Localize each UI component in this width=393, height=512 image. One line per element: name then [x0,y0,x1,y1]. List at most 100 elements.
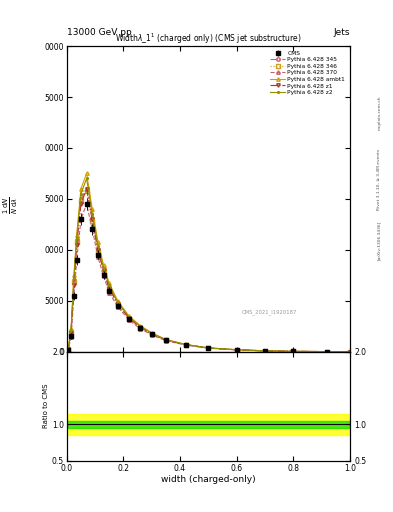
Pythia 6.428 z2 [263,348,267,354]
Pythia 6.428 345 [234,347,239,353]
Pythia 6.428 346 [72,280,76,286]
Pythia 6.428 z1 [206,345,211,351]
Pythia 6.428 z1 [107,285,112,291]
Pythia 6.428 370 [163,337,168,344]
Pythia 6.428 345 [291,348,296,354]
Pythia 6.428 z2 [347,349,352,355]
Pythia 6.428 ambt1 [127,313,131,319]
Pythia 6.428 ambt1 [84,170,89,177]
Pythia 6.428 ambt1 [107,281,112,287]
Pythia 6.428 370 [72,292,76,298]
Pythia 6.428 ambt1 [95,239,100,245]
Pythia 6.428 z2 [107,283,112,289]
Line: Pythia 6.428 346: Pythia 6.428 346 [65,189,351,353]
Pythia 6.428 z1 [101,267,106,273]
Pythia 6.428 345 [84,186,89,192]
Pythia 6.428 z1 [74,242,79,248]
Pythia 6.428 346 [69,329,73,335]
Pythia 6.428 z1 [291,348,296,354]
Pythia 6.428 ambt1 [206,345,211,351]
Text: [arXiv:1306.3436]: [arXiv:1306.3436] [377,221,381,260]
Pythia 6.428 ambt1 [90,206,95,212]
Pythia 6.428 370 [263,348,267,354]
Pythia 6.428 345 [107,285,112,291]
Pythia 6.428 z1 [183,342,188,348]
Pythia 6.428 345 [149,331,154,337]
Pythia 6.428 370 [183,342,188,348]
Pythia 6.428 ambt1 [72,272,76,279]
Pythia 6.428 z1 [163,337,168,343]
Pythia 6.428 z1 [69,330,73,336]
Pythia 6.428 z2 [116,299,120,305]
Pythia 6.428 z1 [116,301,120,307]
Pythia 6.428 345 [206,345,211,351]
Pythia 6.428 346 [90,218,95,224]
Text: $\frac{1}{N}\frac{\mathrm{d}N}{\mathrm{d}\lambda}$: $\frac{1}{N}\frac{\mathrm{d}N}{\mathrm{d… [2,196,20,214]
Pythia 6.428 345 [263,348,267,354]
Pythia 6.428 z2 [95,243,100,249]
Pythia 6.428 346 [116,302,120,308]
Pythia 6.428 346 [95,249,100,255]
Text: 13000 GeV pp: 13000 GeV pp [67,28,132,37]
Pythia 6.428 z1 [127,315,131,321]
Pythia 6.428 346 [127,316,131,322]
Pythia 6.428 z1 [138,324,143,330]
Pythia 6.428 345 [90,216,95,222]
Pythia 6.428 370 [79,216,83,222]
Pythia 6.428 z2 [72,275,76,282]
Pythia 6.428 345 [101,267,106,273]
Pythia 6.428 345 [72,278,76,284]
Pythia 6.428 z1 [263,348,267,354]
Title: Width$\mathit{\lambda}\_1^1$ (charged only) (CMS jet substructure): Width$\mathit{\lambda}\_1^1$ (charged on… [115,32,302,46]
Pythia 6.428 370 [116,304,120,310]
Pythia 6.428 z2 [163,336,168,343]
Legend: CMS, Pythia 6.428 345, Pythia 6.428 346, Pythia 6.428 370, Pythia 6.428 ambt1, P: CMS, Pythia 6.428 345, Pythia 6.428 346,… [269,49,347,97]
Pythia 6.428 345 [183,342,188,348]
Pythia 6.428 ambt1 [149,330,154,336]
Pythia 6.428 346 [183,342,188,348]
Pythia 6.428 ambt1 [64,349,69,355]
Pythia 6.428 370 [347,349,352,355]
Pythia 6.428 346 [347,349,352,355]
Pythia 6.428 z1 [325,349,329,355]
Pythia 6.428 z2 [79,190,83,197]
Y-axis label: Ratio to CMS: Ratio to CMS [43,384,49,429]
Pythia 6.428 370 [95,254,100,260]
Pythia 6.428 346 [74,239,79,245]
Pythia 6.428 z2 [74,234,79,241]
Pythia 6.428 370 [291,348,296,354]
Pythia 6.428 z2 [206,345,211,351]
Pythia 6.428 z2 [234,347,239,353]
Pythia 6.428 346 [263,348,267,354]
Pythia 6.428 ambt1 [79,186,83,192]
Pythia 6.428 ambt1 [347,349,352,355]
Pythia 6.428 z2 [149,330,154,336]
Pythia 6.428 370 [138,326,143,332]
Pythia 6.428 345 [74,237,79,243]
Pythia 6.428 345 [325,349,329,355]
Pythia 6.428 370 [107,289,112,295]
Pythia 6.428 370 [69,334,73,340]
Pythia 6.428 ambt1 [101,262,106,268]
Pythia 6.428 370 [127,317,131,323]
Pythia 6.428 370 [325,349,329,355]
Pythia 6.428 345 [66,346,71,352]
Pythia 6.428 370 [66,347,71,353]
Pythia 6.428 z2 [183,342,188,348]
Pythia 6.428 ambt1 [325,349,329,355]
Pythia 6.428 ambt1 [183,342,188,348]
Pythia 6.428 370 [234,347,239,353]
Pythia 6.428 345 [138,324,143,330]
Pythia 6.428 ambt1 [66,346,71,352]
Pythia 6.428 ambt1 [163,336,168,343]
Pythia 6.428 z2 [90,211,95,217]
Pythia 6.428 ambt1 [234,347,239,353]
Pythia 6.428 346 [234,347,239,353]
Pythia 6.428 345 [163,337,168,343]
Pythia 6.428 z1 [149,331,154,337]
Pythia 6.428 370 [206,345,211,351]
Line: Pythia 6.428 z2: Pythia 6.428 z2 [65,177,351,353]
Pythia 6.428 346 [101,269,106,275]
Line: Pythia 6.428 ambt1: Pythia 6.428 ambt1 [65,172,351,353]
Pythia 6.428 345 [116,301,120,307]
